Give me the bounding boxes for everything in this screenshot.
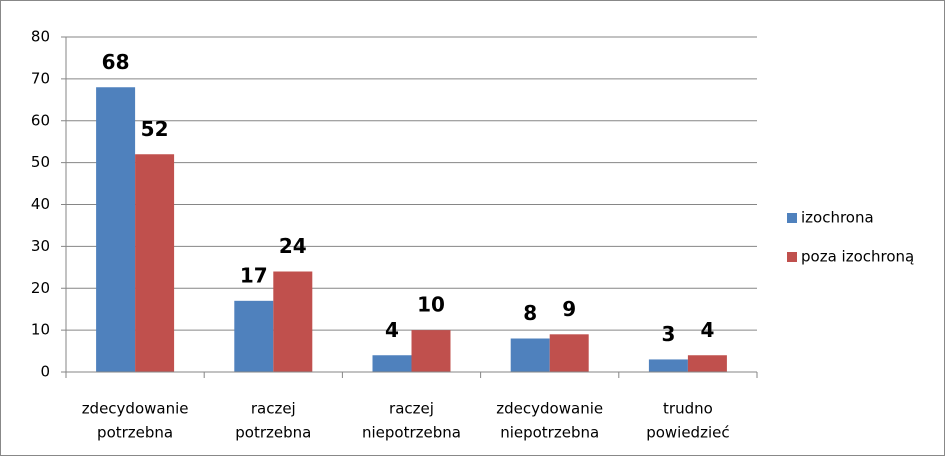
value-label: 52 (141, 117, 169, 141)
bar (135, 154, 175, 372)
y-tick-label: 20 (31, 279, 50, 297)
x-tick-label: potrzebna (97, 424, 173, 442)
legend-swatch (787, 252, 797, 262)
y-tick-label: 40 (31, 195, 50, 213)
x-tick-label: raczej (251, 400, 296, 418)
x-tick-label: niepotrzebna (362, 424, 461, 442)
bar (648, 359, 688, 372)
value-label: 4 (385, 318, 399, 342)
y-tick-label: 80 (31, 28, 50, 46)
value-label: 9 (562, 297, 576, 321)
bar (372, 355, 412, 372)
value-label: 3 (661, 322, 675, 346)
bar (273, 271, 313, 372)
legend-swatch (787, 213, 797, 223)
bar (96, 87, 136, 372)
y-tick-label: 50 (31, 153, 50, 171)
x-tick-label: raczej (389, 400, 434, 418)
x-tick-label: potrzebna (235, 424, 311, 442)
y-tick-label: 0 (40, 363, 50, 381)
value-label: 10 (417, 293, 445, 317)
x-tick-label: zdecydowanie (82, 400, 189, 418)
bar (510, 338, 550, 372)
x-tick-label: niepotrzebna (500, 424, 599, 442)
bar (411, 330, 451, 372)
x-tick-label: zdecydowanie (496, 400, 603, 418)
y-tick-label: 60 (31, 111, 50, 129)
value-label: 68 (102, 50, 130, 74)
bar (234, 300, 274, 372)
y-tick-label: 30 (31, 237, 50, 255)
legend-label: izochrona (801, 209, 874, 227)
x-tick-label: powiedzieć (646, 424, 729, 442)
bar (687, 355, 727, 372)
value-label: 4 (700, 318, 714, 342)
y-tick-label: 70 (31, 69, 50, 87)
y-tick-label: 10 (31, 321, 50, 339)
value-label: 17 (240, 263, 268, 287)
value-label: 24 (279, 234, 307, 258)
bar (549, 334, 589, 372)
x-tick-label: trudno (663, 400, 713, 418)
value-label: 8 (523, 301, 537, 325)
legend-label: poza izochroną (801, 248, 914, 266)
